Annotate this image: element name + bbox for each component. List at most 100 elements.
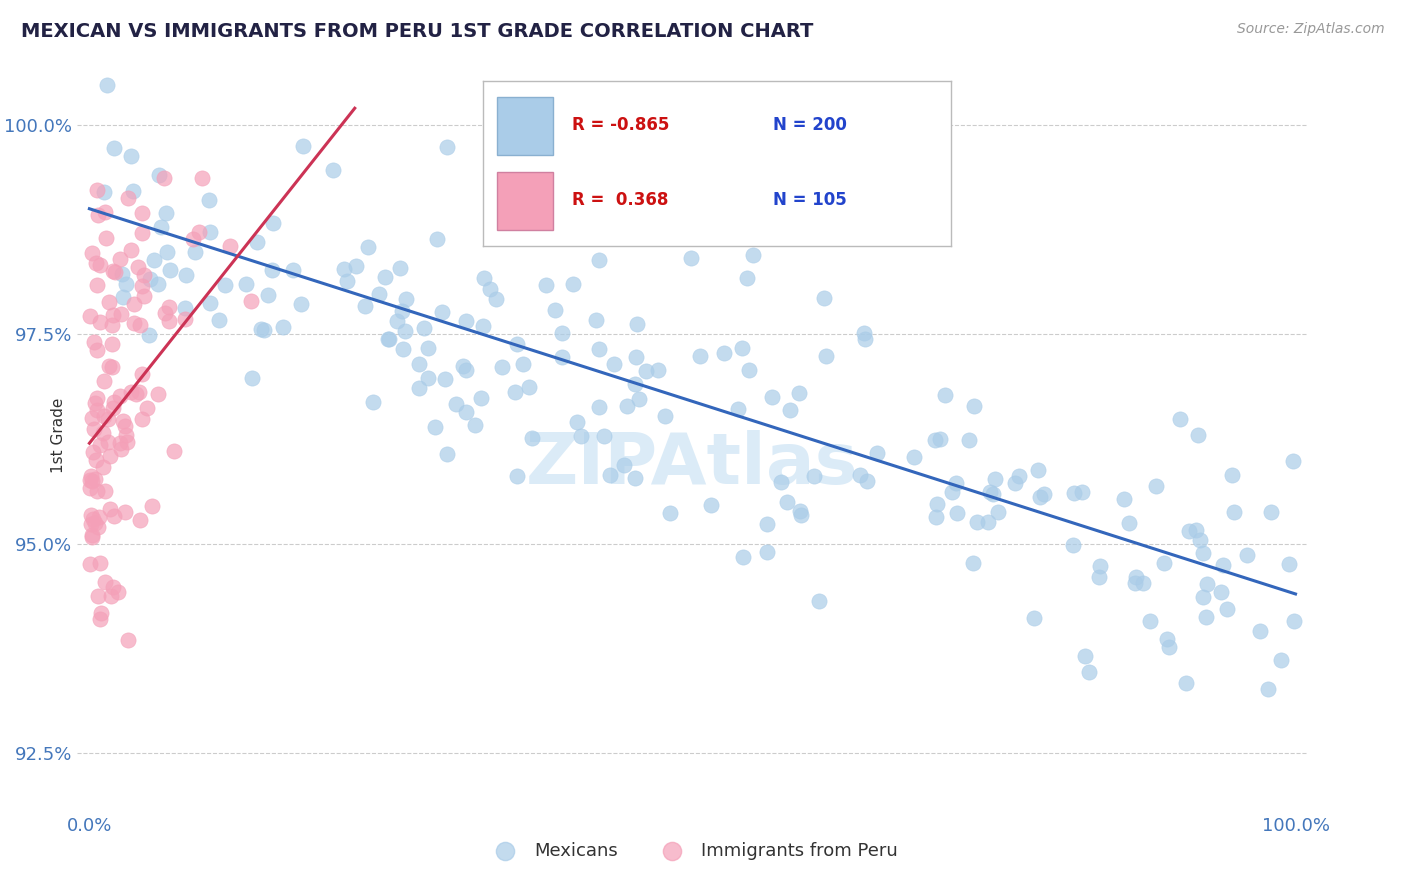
Point — [1125, 570, 1147, 584]
Point — [103, 265, 125, 279]
Point — [219, 239, 242, 253]
Point — [478, 282, 501, 296]
Point — [624, 376, 647, 391]
Point — [141, 500, 163, 514]
Point — [977, 515, 1000, 529]
Point — [1216, 602, 1239, 616]
Point — [588, 400, 610, 414]
Point — [103, 395, 125, 409]
Point — [1112, 491, 1135, 506]
Point — [89, 315, 111, 329]
Point — [634, 364, 657, 378]
Point — [1029, 490, 1052, 504]
Point — [1188, 533, 1211, 548]
Point — [779, 403, 801, 417]
Legend: Mexicans, Immigrants from Peru: Mexicans, Immigrants from Peru — [479, 834, 905, 867]
Point — [472, 270, 495, 285]
Point — [425, 419, 447, 434]
Point — [613, 458, 636, 473]
Point — [100, 590, 122, 604]
Point — [128, 384, 150, 399]
Point — [966, 515, 988, 529]
Point — [191, 171, 214, 186]
Point — [567, 415, 589, 429]
Point — [122, 184, 145, 198]
Point — [110, 307, 132, 321]
Point — [283, 262, 305, 277]
Point — [1192, 546, 1215, 560]
Point — [111, 290, 134, 304]
Point — [108, 252, 131, 267]
Point — [79, 558, 101, 572]
Point — [627, 392, 650, 407]
Point — [290, 296, 312, 310]
Point — [569, 429, 592, 443]
Point — [135, 401, 157, 416]
Point — [506, 336, 529, 351]
Point — [112, 413, 135, 427]
Point — [86, 278, 108, 293]
Text: MEXICAN VS IMMIGRANTS FROM PERU 1ST GRADE CORRELATION CHART: MEXICAN VS IMMIGRANTS FROM PERU 1ST GRAD… — [21, 22, 814, 41]
Point — [426, 232, 449, 246]
Point — [96, 78, 118, 92]
Point — [86, 452, 108, 467]
Point — [120, 385, 142, 400]
Point — [257, 288, 280, 302]
Point — [117, 191, 139, 205]
Point — [699, 498, 721, 512]
Point — [436, 447, 458, 461]
Point — [491, 360, 513, 375]
Point — [271, 319, 294, 334]
Point — [738, 363, 761, 377]
Point — [512, 357, 534, 371]
Point — [163, 444, 186, 458]
Point — [1211, 585, 1233, 599]
Point — [456, 404, 478, 418]
Point — [1153, 556, 1175, 570]
Point — [934, 388, 956, 402]
Point — [159, 263, 181, 277]
Point — [733, 549, 755, 564]
Point — [769, 475, 792, 489]
Point — [603, 357, 626, 371]
Point — [659, 506, 682, 520]
Point — [86, 343, 108, 358]
Point — [240, 294, 263, 309]
Point — [131, 279, 153, 293]
Point — [134, 289, 156, 303]
Point — [963, 399, 986, 413]
Point — [534, 277, 557, 292]
Point — [292, 139, 315, 153]
Point — [1132, 576, 1154, 591]
Point — [80, 474, 103, 488]
Point — [129, 318, 152, 333]
Point — [103, 264, 125, 278]
Point — [626, 350, 648, 364]
Point — [117, 633, 139, 648]
Point — [129, 513, 152, 527]
Point — [120, 149, 142, 163]
Point — [1156, 632, 1178, 647]
Point — [929, 433, 952, 447]
Point — [250, 322, 273, 336]
Point — [412, 321, 434, 335]
Point — [1195, 609, 1218, 624]
Point — [945, 475, 967, 490]
Point — [83, 335, 105, 350]
Point — [142, 253, 165, 268]
Point — [761, 390, 783, 404]
Point — [122, 297, 145, 311]
Point — [394, 324, 416, 338]
Point — [852, 326, 875, 340]
Point — [434, 372, 457, 386]
Point — [115, 428, 138, 442]
Point — [240, 371, 263, 385]
Point — [588, 342, 610, 356]
Point — [1184, 524, 1206, 538]
Point — [755, 517, 778, 532]
Point — [157, 301, 180, 315]
Point — [80, 469, 103, 483]
Point — [741, 248, 763, 262]
Point — [517, 380, 540, 394]
Point — [389, 261, 412, 276]
